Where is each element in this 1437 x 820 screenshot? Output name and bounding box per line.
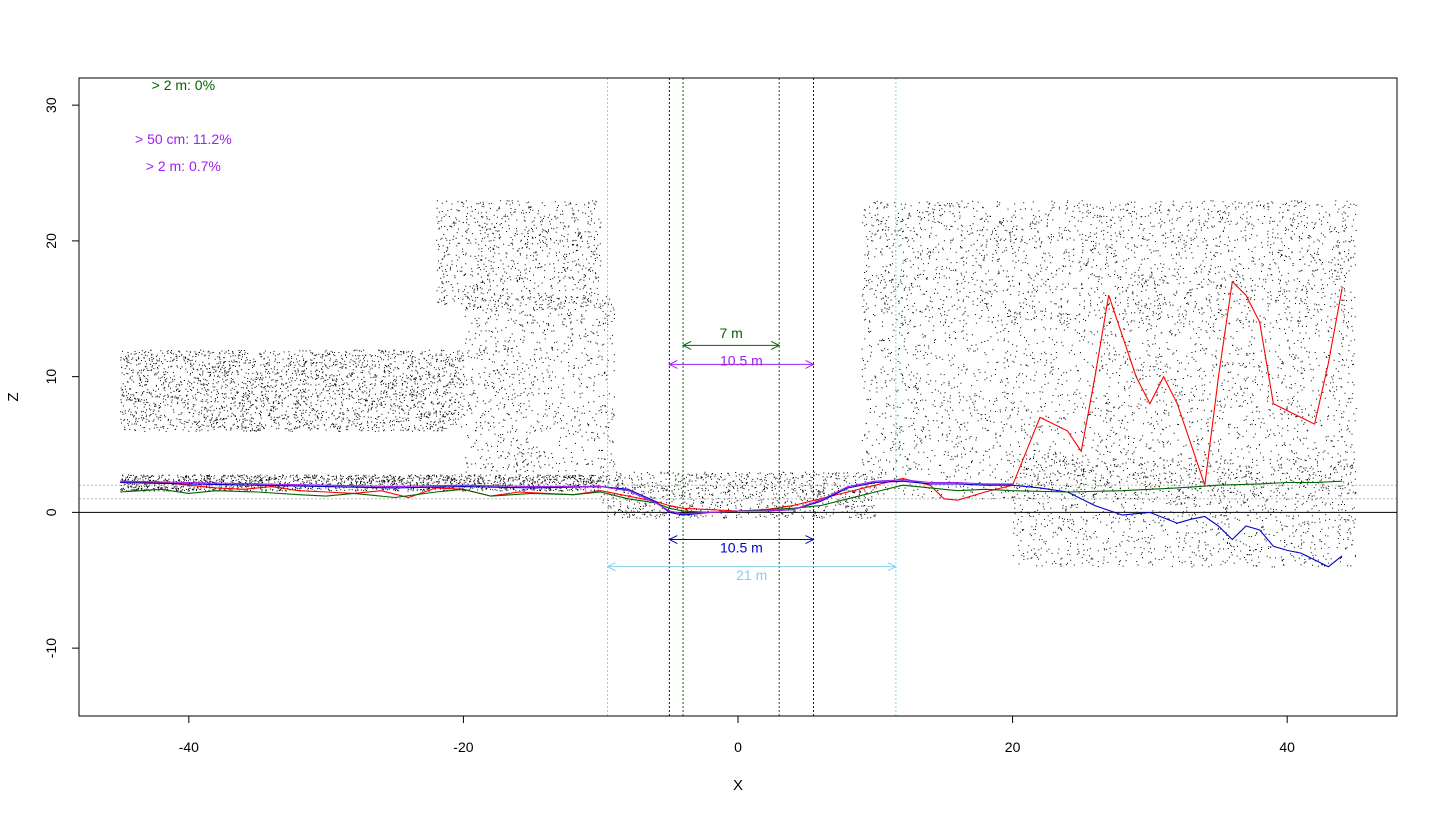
width-marker-label: 21 m: [736, 567, 767, 583]
x-tick-label: 40: [1279, 739, 1295, 755]
y-tick-label: 10: [43, 369, 59, 385]
axes-layer: -40 -20 0 20 40 -10 0 10 20 30: [43, 97, 1295, 755]
point-cloud: [120, 200, 1357, 568]
x-axis-label: X: [733, 777, 743, 794]
annotation-text-1: > 50 cm: 11.2%: [135, 131, 232, 147]
width-marker-label: 10.5 m: [720, 540, 763, 556]
annotation-text-2: > 2 m: 0.7%: [146, 158, 221, 174]
y-tick-label: 30: [43, 97, 59, 113]
width-marker-1: 10.5 m: [668, 352, 815, 369]
x-tick-label: -40: [179, 739, 199, 755]
width-marker-2: 10.5 m: [668, 535, 815, 556]
x-tick-label: 0: [734, 739, 742, 755]
y-tick-label: 20: [43, 233, 59, 249]
width-markers-layer: 7 m 10.5 m 10.5 m 21 m: [606, 325, 898, 583]
point-cloud-layer: [120, 200, 1357, 568]
width-marker-0: 7 m: [681, 325, 781, 350]
width-marker-label: 10.5 m: [720, 352, 763, 368]
series-layer: [120, 280, 1343, 568]
y-tick-label: -10: [43, 638, 59, 658]
series-line-3: [120, 479, 1013, 515]
width-marker-3: 21 m: [606, 562, 898, 583]
plot-frame: [78, 77, 1398, 717]
x-tick-label: -20: [453, 739, 473, 755]
y-tick-label: 0: [43, 508, 59, 516]
width-marker-label: 7 m: [719, 325, 742, 341]
x-tick-label: 20: [1005, 739, 1021, 755]
reference-lines-layer: [79, 78, 1397, 716]
y-axis-label: Z: [5, 392, 22, 401]
annotation-text-0: > 2 m: 0%: [152, 77, 215, 93]
annotations-layer: > 2 m: 0% > 50 cm: 11.2% > 2 m: 0.7%: [135, 77, 232, 174]
